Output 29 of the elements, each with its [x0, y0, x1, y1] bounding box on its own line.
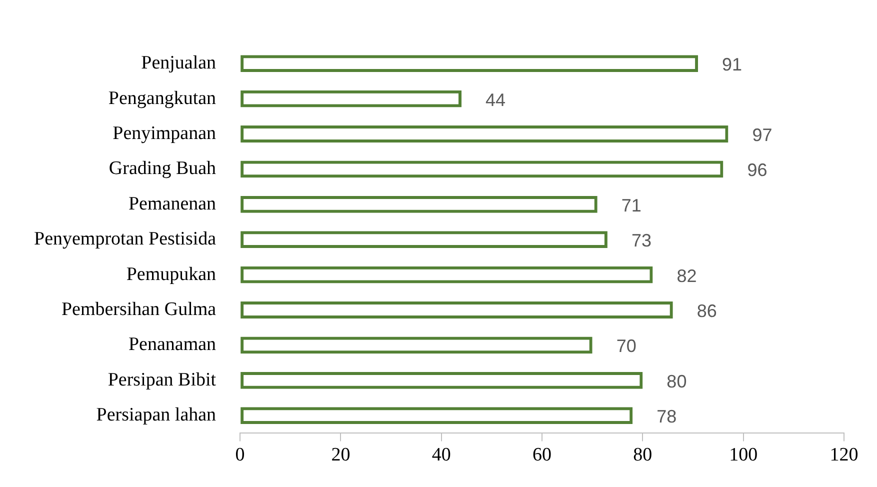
y-tick-label: Pemupukan: [126, 264, 217, 285]
y-tick-label: Pemanenan: [128, 193, 217, 214]
y-tick-label: Pengangkutan: [108, 88, 217, 109]
data-label: 71: [621, 195, 642, 216]
data-label: 80: [666, 371, 687, 392]
data-label: 73: [631, 230, 652, 251]
y-tick-label: Penyemprotan Pestisida: [34, 228, 217, 250]
y-tick-label: Persipan Bibit: [108, 369, 217, 390]
y-tick-label: Penyimpanan: [112, 122, 217, 144]
data-label: 44: [486, 90, 506, 110]
x-tick-label: 60: [532, 444, 552, 466]
y-tick-label: Penanaman: [128, 334, 217, 356]
y-tick-label: Grading Buah: [108, 158, 217, 180]
data-label: 78: [656, 406, 677, 427]
data-label: 82: [676, 266, 697, 286]
x-tick-label: 20: [331, 444, 350, 466]
x-tick-label: 120: [830, 444, 858, 466]
x-tick-label: 40: [432, 444, 451, 466]
x-tick-label: 100: [729, 444, 758, 466]
y-tick-label: Penjualan: [141, 52, 217, 74]
x-tick-label: 0: [235, 444, 245, 466]
y-tick-label: Pembersihan Gulma: [61, 298, 217, 320]
data-label: 91: [722, 54, 742, 75]
y-tick-label: Persiapan lahan: [96, 404, 217, 426]
data-label: 96: [747, 160, 768, 180]
data-label: 97: [752, 124, 772, 145]
data-label: 70: [616, 336, 636, 356]
x-tick-label: 80: [633, 444, 652, 466]
data-label: 86: [696, 300, 717, 321]
